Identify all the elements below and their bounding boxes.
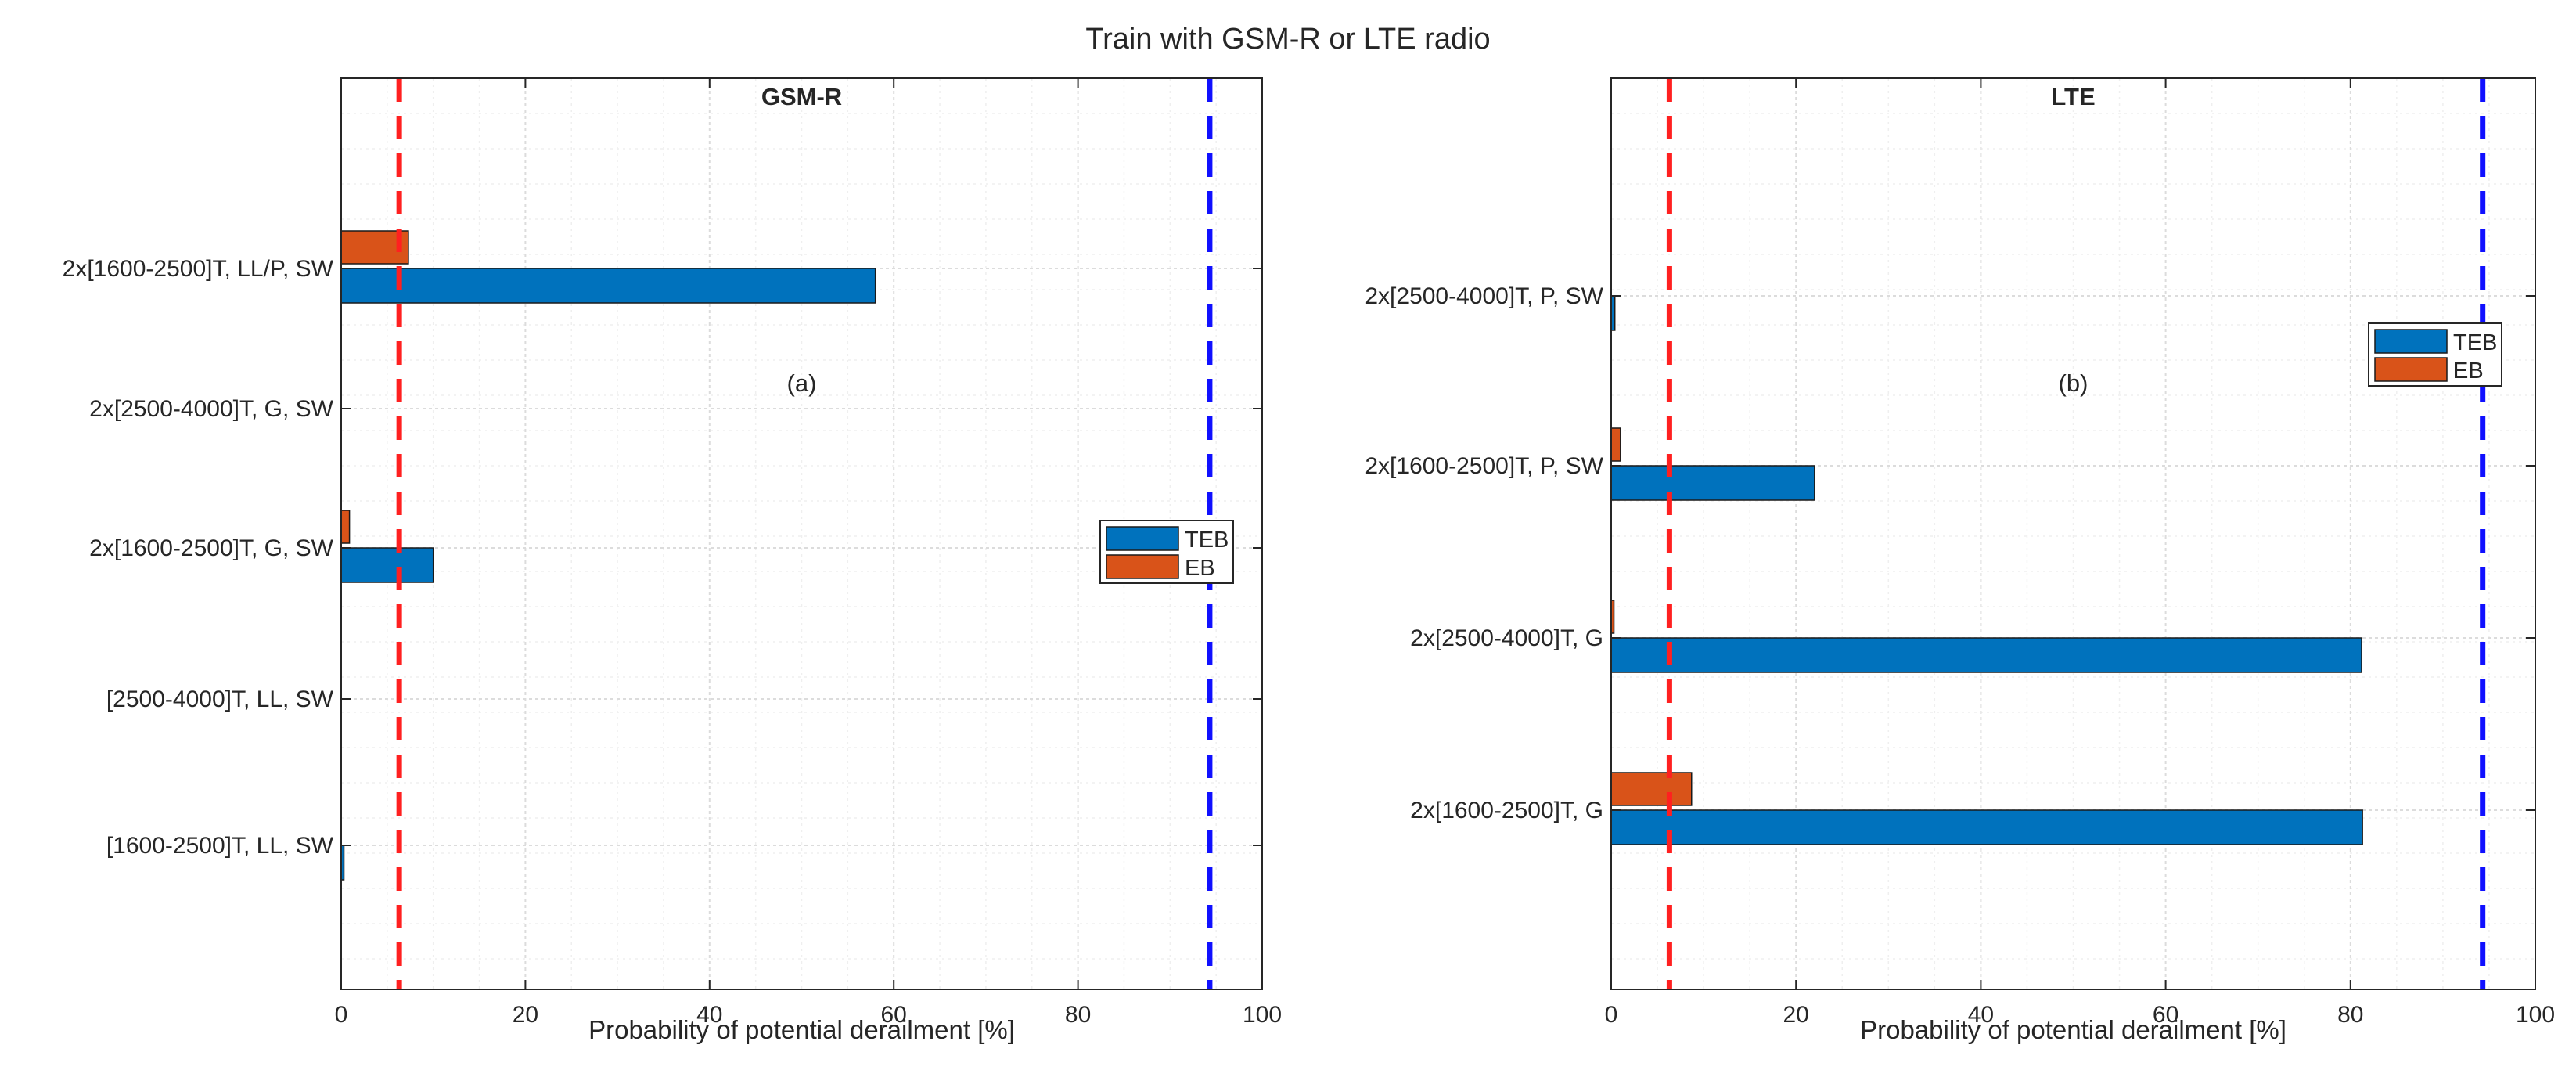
axes-box <box>340 77 1263 990</box>
x-axis-label: Probability of potential derailment [%] <box>588 1015 1015 1044</box>
x-tick-label: 40 <box>696 1002 722 1028</box>
x-tick-label: 60 <box>2153 1002 2178 1028</box>
y-tick-label: 2x[1600-2500]T, P, SW <box>1365 453 1603 479</box>
bar-eb <box>1610 427 1621 462</box>
y-tick-label: 2x[2500-4000]T, G, SW <box>89 396 334 422</box>
y-tick-label: 2x[2500-4000]T, P, SW <box>1365 283 1603 309</box>
legend-label-teb: TEB <box>1185 528 1229 553</box>
y-tick-label: 2x[1600-2500]T, G, SW <box>89 535 334 561</box>
y-tick-label: [2500-4000]T, LL, SW <box>106 686 334 712</box>
y-tick-label: [1600-2500]T, LL, SW <box>106 833 334 859</box>
legend-swatch-eb <box>2374 357 2448 382</box>
bar-teb <box>1610 809 2363 845</box>
legend-swatch-teb <box>1106 526 1179 551</box>
bar-teb <box>1610 637 2362 673</box>
x-tick-label: 60 <box>881 1002 907 1028</box>
panel-label: (b) <box>2059 369 2089 397</box>
panel-label: (a) <box>787 369 817 397</box>
panel-lte: 0 20 40 60 80 100 2x[2500-4000]T, P, SW 2x[1600… <box>1365 77 2555 1044</box>
axes-title: GSM-R <box>761 83 842 110</box>
x-axis-label: Probability of potential derailment [%] <box>1860 1015 2286 1044</box>
bar-teb <box>340 268 876 304</box>
y-tick-label: 2x[2500-4000]T, G <box>1410 625 1603 651</box>
x-tick-label: 0 <box>335 1002 348 1028</box>
legend-swatch-eb <box>1106 554 1179 579</box>
bar-teb <box>1610 465 1815 501</box>
figure-title: Train with GSM-R or LTE radio <box>1085 23 1490 56</box>
axes-title: LTE <box>2051 83 2095 110</box>
legend-label-teb: TEB <box>2453 330 2497 355</box>
axes-box <box>1610 77 2536 990</box>
x-tick-label: 100 <box>2516 1002 2555 1028</box>
x-tick-label: 0 <box>1605 1002 1618 1028</box>
bar-eb <box>340 510 351 544</box>
x-tick-label: 80 <box>2337 1002 2363 1028</box>
x-tick-label: 100 <box>1243 1002 1282 1028</box>
x-tick-label: 20 <box>1783 1002 1809 1028</box>
bar-teb <box>340 547 434 583</box>
legend-swatch-teb <box>2374 329 2448 354</box>
panel-gsm-r: 0 20 40 60 80 100 2x[1600-2500]T, LL/P, SW 2x[2… <box>63 77 1282 1044</box>
bar-eb <box>1610 772 1693 806</box>
legend-label-eb: EB <box>1185 556 1215 581</box>
y-tick-label: 2x[1600-2500]T, G <box>1410 798 1603 823</box>
x-tick-label: 80 <box>1065 1002 1091 1028</box>
y-tick-label: 2x[1600-2500]T, LL/P, SW <box>63 256 334 282</box>
x-tick-label: 40 <box>1968 1002 1994 1028</box>
x-tick-label: 20 <box>513 1002 538 1028</box>
legend-label-eb: EB <box>2453 358 2484 384</box>
